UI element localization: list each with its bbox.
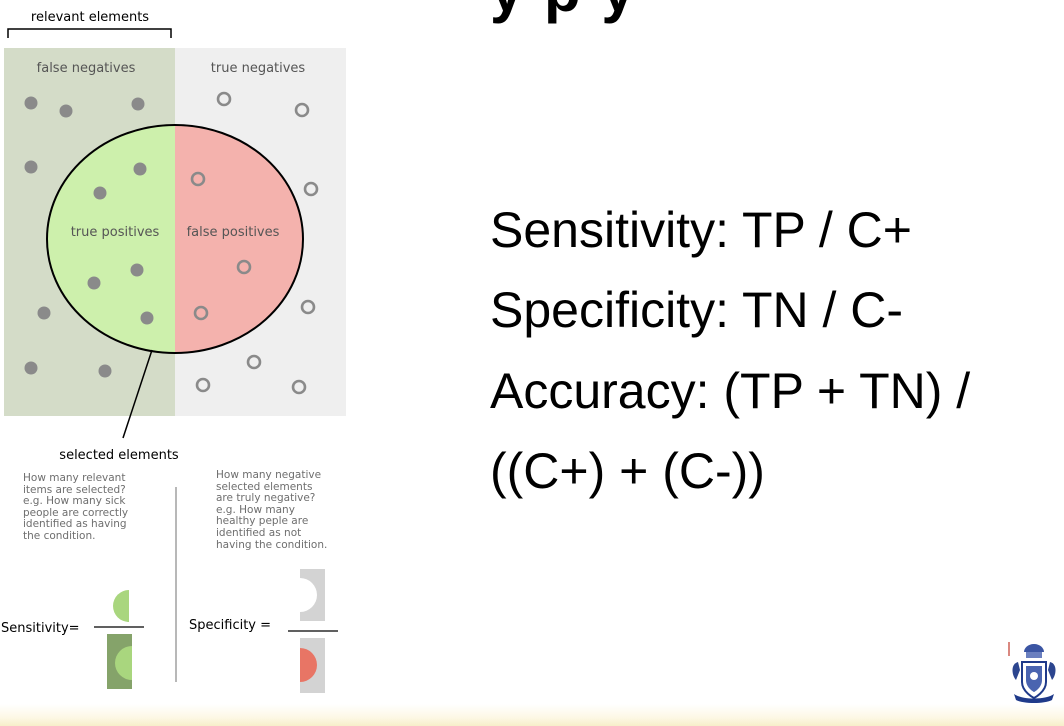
relevant-dot [59,104,73,118]
relevant-elements-label: relevant elements [31,10,149,25]
true-positive-region [47,125,175,353]
nonrelevant-dot [195,377,211,393]
relevant-dot [87,276,101,290]
relevant-dot [140,311,154,325]
university-crest-icon [1008,642,1056,703]
relevant-bracket [7,28,172,38]
relevant-dot [131,97,145,111]
selected-pointer-line [122,349,153,439]
relevant-dot [24,160,38,174]
specificity-label: Specificity = [189,618,271,633]
nonrelevant-dot [190,171,206,187]
selected-elements-label: selected elements [59,448,179,463]
accuracy-formula-continued: ((C+) + (C-)) [490,443,765,499]
nonrelevant-dot [300,299,316,315]
specificity-numerator-half-icon [300,578,317,612]
nonrelevant-dot [193,305,209,321]
relevant-dot [93,186,107,200]
true-positives-label: true positives [71,225,160,240]
relevant-dot [98,364,112,378]
nonrelevant-dot [246,354,262,370]
nonrelevant-dot [303,181,319,197]
footer-band [0,704,1064,726]
false-positives-label: false positives [187,225,280,240]
selected-circle [46,124,304,354]
nonrelevant-dots [190,91,319,395]
sensitivity-denominator-half-icon [115,646,132,680]
sensitivity-formula: Sensitivity: TP / C+ [490,202,912,258]
slide-title-fragment: y p y [490,0,637,25]
false-negatives-label: false negatives [37,61,136,76]
relevant-dot [37,306,51,320]
sensitivity-numerator-icon [113,590,129,622]
specificity-question: How many negative selected elements are … [216,469,328,551]
relevant-dots [24,96,154,378]
relevant-dot [130,263,144,277]
relevant-dot [133,162,147,176]
true-negatives-label: true negatives [211,61,306,76]
specificity-denominator-half-icon [300,648,317,682]
false-positive-region [175,125,303,353]
nonrelevant-dot [294,102,310,118]
nonrelevant-dot [236,259,252,275]
nonrelevant-dot [291,379,307,395]
sensitivity-question: How many relevant items are selected? e.… [23,472,129,542]
accuracy-formula: Accuracy: (TP + TN) / [490,363,971,419]
sensitivity-label: Sensitivity= [1,621,80,636]
precision-recall-diagram: relevant elements false negatives true n… [1,10,346,693]
relevant-dot [24,361,38,375]
specificity-formula: Specificity: TN / C- [490,282,904,338]
relevant-dot [24,96,38,110]
nonrelevant-dot [216,91,232,107]
